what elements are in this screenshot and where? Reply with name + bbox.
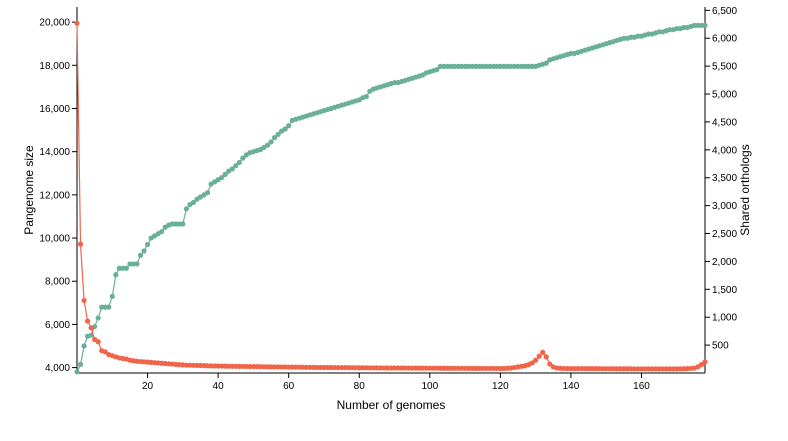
pangenome-size-series-point — [286, 123, 292, 129]
pangenome-size-series-point — [229, 166, 235, 172]
y-left-tick-label: 14,000 — [39, 147, 70, 158]
y-left-tick-label: 18,000 — [39, 61, 70, 72]
pangenome-size-series-point — [183, 206, 189, 212]
pangenome-size-series-point — [204, 190, 211, 196]
pangenome-size-series-point — [77, 361, 84, 367]
pangenome-size-series-point — [95, 315, 101, 321]
pangenome-size-series-point — [141, 248, 147, 254]
pangenome-size-series-point — [123, 265, 129, 271]
y-right-tick-label: 2,000 — [712, 257, 737, 268]
shared-orthologs-series-point — [529, 360, 535, 366]
y-left-tick-label: 20,000 — [39, 18, 70, 29]
pangenome-size-series-point — [268, 139, 274, 145]
pangenome-size-series-point — [434, 67, 440, 73]
shared-orthologs-series-point — [536, 353, 542, 359]
pangenome-size-series-point — [137, 252, 144, 258]
y-right-tick-label: 1,500 — [712, 285, 737, 296]
pangenome-size-series-point — [134, 261, 140, 267]
ticks-group: 20 40 60 80 100 120 140 160 4,000 6,000 8,000 10,00… — [39, 6, 737, 392]
y-right-tick-label: 3,000 — [712, 201, 737, 212]
pangenome-size-series — [74, 22, 708, 375]
y-axis-right-title: Shared orthologs — [738, 144, 752, 235]
shared-orthologs-series-point — [81, 297, 87, 304]
shared-orthologs-series-point — [543, 354, 549, 360]
pangenome-size-series-point — [159, 228, 165, 235]
shared-orthologs-series-point — [533, 357, 539, 363]
pangenome-size-series-point — [81, 343, 87, 349]
y-right-tick-label: 500 — [712, 341, 729, 352]
shared-orthologs-series-point — [95, 339, 101, 345]
y-right-tick-label: 5,500 — [712, 62, 737, 73]
shared-orthologs-series-point — [102, 349, 108, 355]
pangenome-size-series-point — [264, 142, 271, 148]
y-right-tick-label: 6,000 — [712, 34, 737, 45]
y-right-tick-label: 4,000 — [712, 145, 737, 156]
y-left-tick-label: 16,000 — [39, 104, 70, 115]
pangenome-size-series-point — [702, 22, 708, 28]
pangenome-size-series-point — [190, 199, 197, 206]
y-right-tick-label: 2,500 — [712, 229, 737, 240]
x-tick-label: 140 — [563, 381, 580, 392]
pangenome-size-series-point — [219, 174, 225, 181]
x-tick-label: 40 — [213, 381, 225, 392]
series-layer — [74, 20, 708, 375]
y-left-tick-label: 4,000 — [45, 363, 70, 374]
y-right-tick-label: 5,000 — [712, 90, 737, 101]
shared-orthologs-series-point — [547, 361, 553, 367]
pangenome-size-series-point — [363, 94, 369, 100]
x-tick-label: 120 — [492, 381, 509, 392]
x-tick-label: 80 — [354, 381, 366, 392]
shared-orthologs-series-point — [84, 318, 91, 324]
pangenome-size-series-point — [144, 241, 151, 248]
shared-orthologs-series — [74, 20, 708, 372]
y-left-tick-label: 6,000 — [45, 320, 70, 331]
y-right-tick-label: 4,500 — [712, 117, 737, 128]
pangenome-size-series-point — [106, 304, 112, 310]
pangenome-size-series-point — [240, 155, 246, 161]
pangenome-size-series-point — [109, 293, 115, 299]
pangenome-size-series-point — [222, 171, 228, 177]
x-axis-title: Number of genomes — [337, 398, 446, 412]
x-tick-label: 20 — [142, 381, 154, 392]
pangenome-size-series-point — [74, 369, 80, 375]
pangenome-size-series-point — [275, 131, 281, 137]
shared-orthologs-series-point — [702, 359, 708, 365]
x-tick-label: 160 — [633, 381, 650, 392]
y-axis-left-title: Pangenome size — [22, 145, 36, 235]
pangenome-size-series-point — [233, 163, 239, 169]
pangenome-size-series-point — [180, 221, 186, 227]
shared-orthologs-series-point — [540, 349, 546, 355]
x-tick-label: 100 — [421, 381, 438, 392]
pangenome-size-series-point — [543, 60, 549, 66]
pangenome-size-series-point — [113, 272, 119, 278]
shared-orthologs-series-point — [88, 325, 94, 331]
x-tick-label: 60 — [283, 381, 295, 392]
y-right-tick-label: 3,500 — [712, 173, 737, 184]
shared-orthologs-series-point — [74, 20, 80, 26]
shared-orthologs-series-point — [698, 362, 705, 368]
shared-orthologs-series-point — [77, 241, 84, 247]
axes-group — [76, 7, 706, 374]
y-left-tick-label: 12,000 — [39, 190, 70, 201]
pangenome-size-series-point — [236, 159, 242, 166]
y-right-tick-label: 1,000 — [712, 313, 737, 324]
shared-orthologs-series-line — [76, 23, 706, 370]
pangenome-size-series-point — [282, 126, 288, 132]
y-right-tick-label: 6,500 — [712, 6, 737, 17]
y-left-tick-label: 10,000 — [39, 234, 70, 245]
pangenome-size-series-line — [76, 24, 705, 373]
pangenome-size-series-point — [271, 135, 278, 141]
y-left-tick-label: 8,000 — [45, 277, 70, 288]
